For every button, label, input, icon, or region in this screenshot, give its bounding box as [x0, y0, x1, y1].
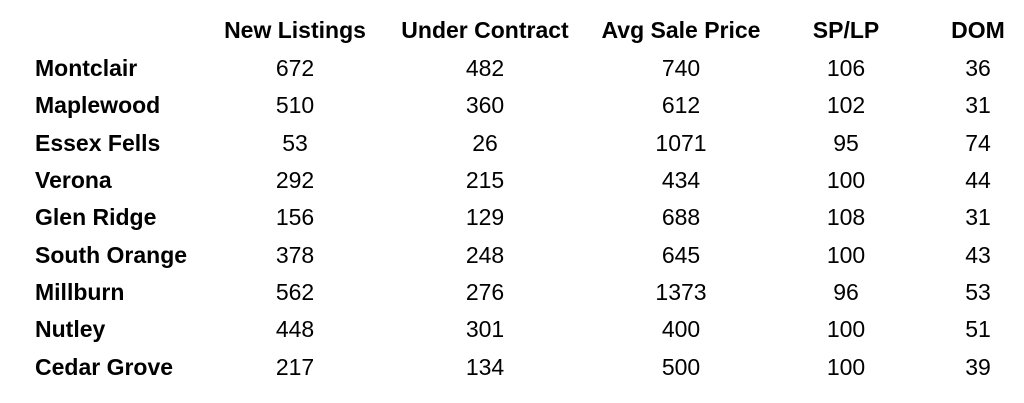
table-cell: 31: [965, 204, 991, 230]
row-label: Millburn: [35, 279, 125, 305]
row-label: Verona: [35, 167, 112, 193]
row-label: Essex Fells: [35, 130, 161, 156]
table-cell: 134: [465, 354, 505, 380]
table-cell: 26: [472, 130, 498, 156]
table-cell: 106: [826, 55, 866, 81]
table-cell: 1373: [655, 279, 707, 305]
table-cell: 500: [661, 354, 701, 380]
table-cell: 129: [465, 204, 505, 230]
row-label: Nutley: [35, 316, 106, 342]
table-cell: 215: [465, 167, 505, 193]
table-cell: 645: [661, 242, 701, 268]
table-cell: 39: [965, 354, 991, 380]
table-cell: 53: [965, 279, 991, 305]
column-header: DOM: [951, 17, 1005, 43]
table-cell: 51: [965, 316, 991, 342]
table-cell: 510: [275, 92, 315, 118]
table-cell: 102: [826, 92, 866, 118]
row-label: South Orange: [35, 242, 188, 268]
column-header: New Listings: [224, 17, 366, 43]
table-cell: 482: [465, 55, 505, 81]
table-cell: 448: [275, 316, 315, 342]
table-cell: 108: [826, 204, 866, 230]
table-cell: 688: [661, 204, 701, 230]
table-cell: 36: [965, 55, 991, 81]
table-cell: 44: [965, 167, 991, 193]
table-cell: 400: [661, 316, 701, 342]
table-cell: 100: [826, 242, 866, 268]
table-cell: 276: [465, 279, 505, 305]
table-cell: 740: [661, 55, 701, 81]
column-header: SP/LP: [812, 17, 880, 43]
table-cell: 301: [465, 316, 505, 342]
table-cell: 434: [661, 167, 701, 193]
table-cell: 100: [826, 354, 866, 380]
table-cell: 96: [833, 279, 859, 305]
row-label: Glen Ridge: [35, 204, 157, 230]
table-cell: 562: [275, 279, 315, 305]
table-cell: 217: [275, 354, 315, 380]
table-cell: 156: [275, 204, 315, 230]
row-label: Cedar Grove: [35, 354, 174, 380]
row-label: Montclair: [35, 55, 138, 81]
table-cell: 1071: [655, 130, 707, 156]
table-cell: 53: [282, 130, 308, 156]
table-cell: 248: [465, 242, 505, 268]
table-cell: 378: [275, 242, 315, 268]
table-cell: 100: [826, 167, 866, 193]
table-cell: 74: [965, 130, 991, 156]
column-header: Under Contract: [401, 17, 569, 43]
column-header: Avg Sale Price: [601, 17, 761, 43]
table-cell: 292: [275, 167, 315, 193]
table-cell: 672: [275, 55, 315, 81]
table-cell: 360: [465, 92, 505, 118]
table-cell: 612: [661, 92, 701, 118]
table-cell: 100: [826, 316, 866, 342]
row-label: Maplewood: [35, 92, 161, 118]
table-cell: 95: [833, 130, 859, 156]
table-cell: 43: [965, 242, 991, 268]
table-cell: 31: [965, 92, 991, 118]
